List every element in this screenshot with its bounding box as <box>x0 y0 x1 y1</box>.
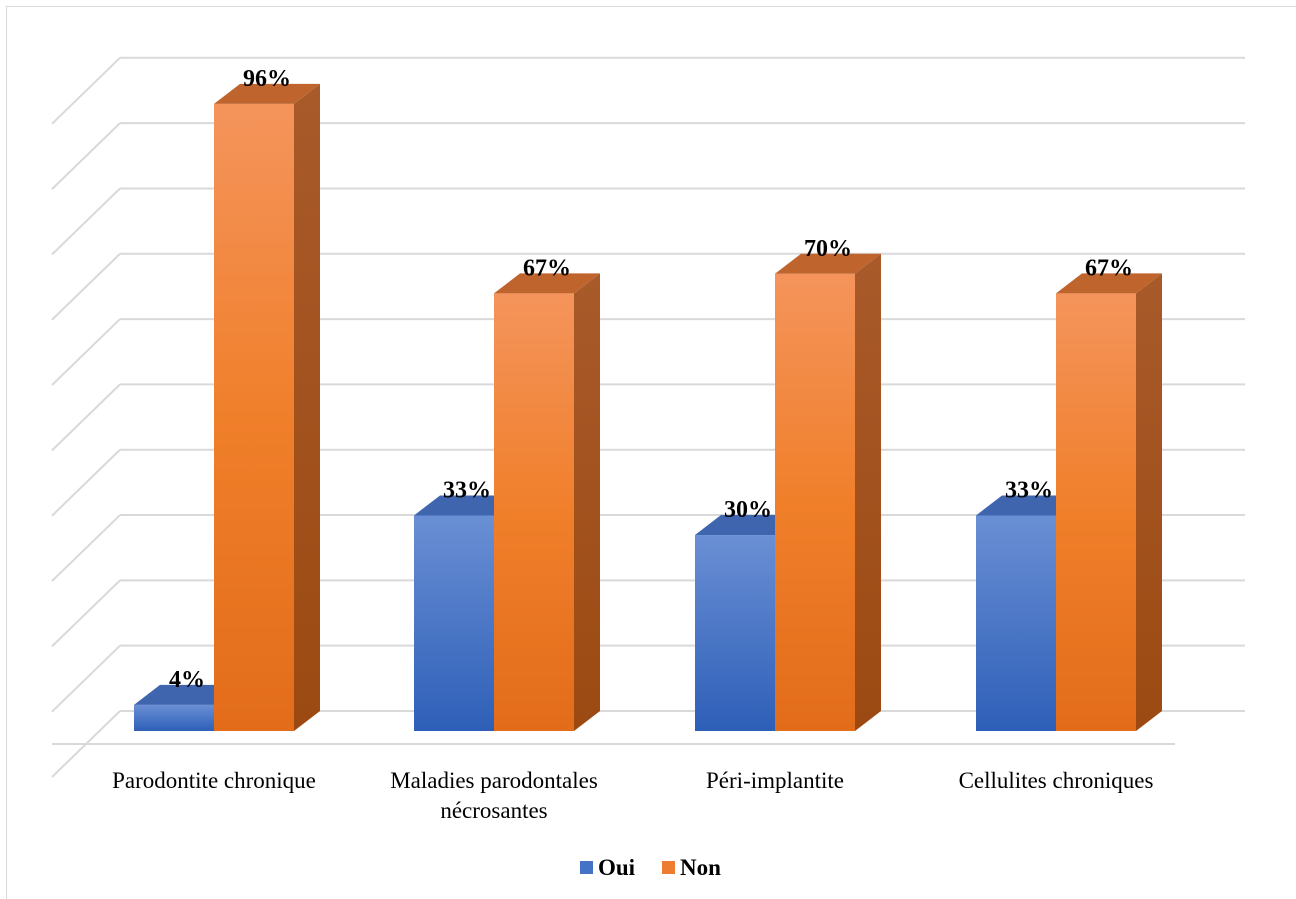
gridline-diagonal <box>51 122 121 190</box>
category-label: Cellulites chroniques <box>959 768 1154 793</box>
data-label-oui: 33% <box>443 477 491 503</box>
gridline-diagonal <box>51 57 121 125</box>
bar-front <box>494 293 574 731</box>
bar-front <box>695 535 775 731</box>
bar-top <box>775 253 881 274</box>
bar-non <box>775 253 881 731</box>
data-label-oui: 33% <box>1005 477 1053 503</box>
bar-side <box>855 253 881 731</box>
category-label-line: Parodontite chronique <box>112 768 316 793</box>
bar-top <box>414 495 520 516</box>
bar-side <box>294 83 320 732</box>
bar-non <box>1056 273 1162 731</box>
category-label-line: Péri-implantite <box>706 768 844 793</box>
bars <box>134 83 1162 732</box>
bar-side <box>574 273 600 731</box>
bar-non <box>494 273 600 731</box>
category-label: Péri-implantite <box>706 768 844 793</box>
bar-non <box>214 83 320 732</box>
gridline-diagonal <box>51 514 121 582</box>
bar-side <box>1136 273 1162 731</box>
category-label-line: Cellulites chroniques <box>959 768 1154 793</box>
data-labels: 4% 33% 30% 33% 96% 67% 70% 67% <box>169 66 1133 693</box>
data-label-non: 96% <box>243 66 291 92</box>
legend: Oui Non <box>580 855 721 880</box>
legend-swatch <box>580 861 593 874</box>
gridline-diagonal <box>51 187 121 256</box>
legend-label: Oui <box>598 855 636 880</box>
legend-swatch <box>662 861 675 874</box>
bar-front <box>414 515 494 731</box>
gridline-diagonal <box>51 318 121 386</box>
legend-label: Non <box>680 855 721 880</box>
gridline-diagonal <box>51 383 121 452</box>
category-label-line: Maladies parodontales <box>390 768 598 793</box>
bar-top <box>1056 273 1162 294</box>
bar-top <box>695 515 801 536</box>
bar-front <box>214 103 294 732</box>
data-label-non: 67% <box>523 255 571 281</box>
category-label-line: nécrosantes <box>440 798 547 823</box>
data-label-non: 70% <box>804 236 852 262</box>
legend-item-oui: Oui <box>580 855 636 880</box>
bar-top <box>134 684 240 705</box>
bar-front <box>134 704 214 731</box>
data-label-non: 67% <box>1085 255 1133 281</box>
chart-frame <box>6 6 1296 899</box>
bar-front <box>1056 293 1136 731</box>
category-label: Parodontite chronique <box>112 768 316 793</box>
bar-top <box>976 495 1082 516</box>
bar-front <box>976 515 1056 731</box>
gridline-diagonal <box>51 644 121 713</box>
gridline-diagonal <box>51 449 121 517</box>
gridline-diagonal <box>51 579 121 648</box>
category-label: Maladies parodontales nécrosantes <box>390 768 598 823</box>
category-labels: Parodontite chronique Maladies parodontal… <box>112 768 1153 823</box>
data-label-oui: 30% <box>724 497 772 523</box>
bar-top <box>494 273 600 294</box>
data-label-oui: 4% <box>169 667 205 693</box>
gridline-diagonal <box>51 253 121 321</box>
legend-item-non: Non <box>662 855 721 880</box>
bar-front <box>775 273 855 731</box>
bar-top <box>214 83 320 104</box>
